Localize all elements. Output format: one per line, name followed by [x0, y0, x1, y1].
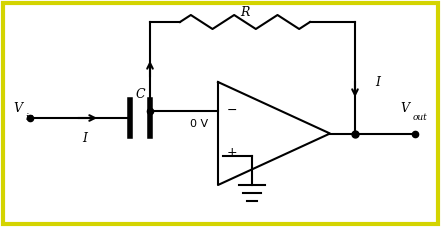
- Text: 0 V: 0 V: [190, 119, 208, 129]
- Text: −: −: [227, 104, 237, 116]
- Text: in: in: [26, 113, 34, 121]
- Text: C: C: [135, 89, 145, 101]
- Text: V: V: [14, 101, 22, 114]
- Text: R: R: [240, 5, 250, 18]
- Text: V: V: [400, 101, 410, 114]
- Text: out: out: [413, 114, 427, 123]
- Text: I: I: [82, 131, 87, 145]
- Text: +: +: [227, 146, 237, 160]
- Text: I: I: [375, 76, 381, 89]
